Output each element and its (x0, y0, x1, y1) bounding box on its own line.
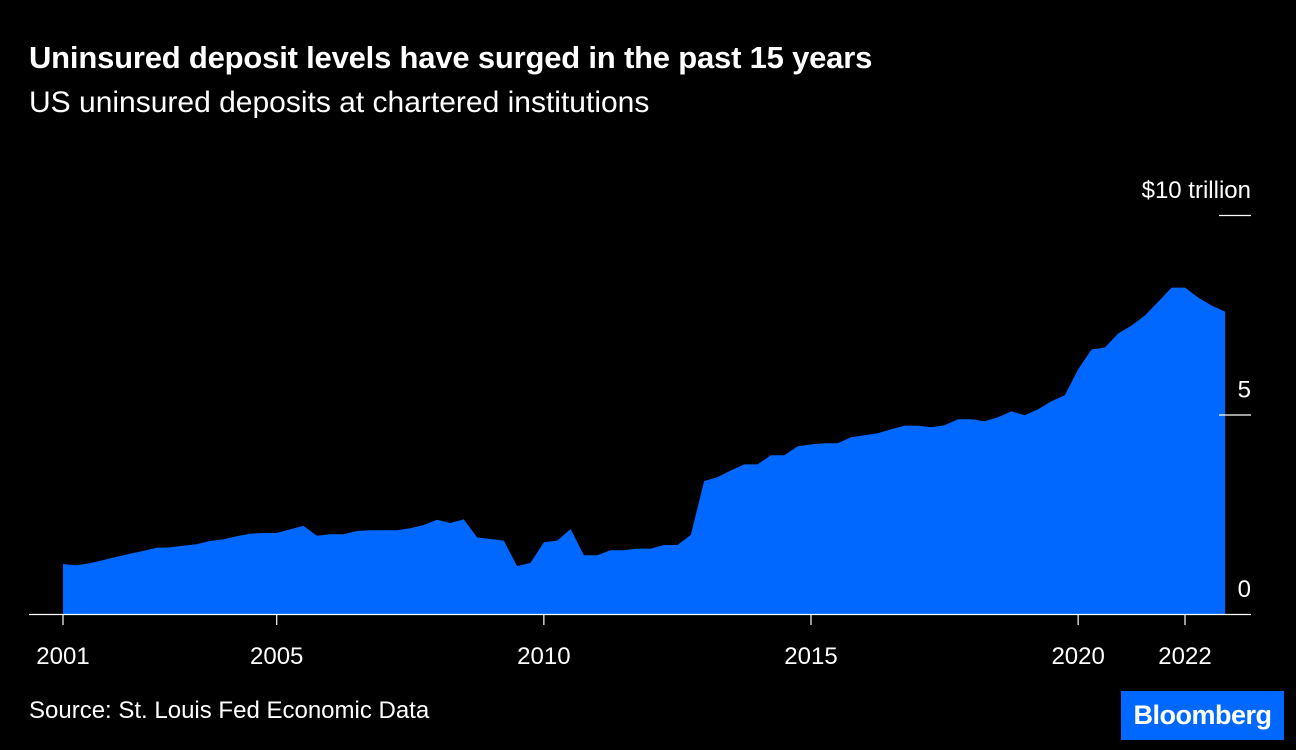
x-tick-label-2022: 2022 (1158, 643, 1211, 670)
chart-title: Uninsured deposit levels have surged in … (29, 40, 873, 75)
area-series-0 (63, 287, 1226, 614)
x-tick-label-2001: 2001 (36, 643, 89, 670)
y-tick-label-0: 0 (1238, 576, 1251, 603)
bloomberg-logo: Bloomberg (1121, 691, 1284, 740)
x-tick-label-2020: 2020 (1051, 643, 1104, 670)
area-layer (63, 287, 1226, 614)
y-tick-label-5: 5 (1238, 377, 1251, 404)
source-note: Source: St. Louis Fed Economic Data (29, 697, 430, 724)
y-axis-ticks: 0 5 $10 trillion (1142, 177, 1251, 603)
x-tick-label-2015: 2015 (784, 643, 837, 670)
chart-subtitle: US uninsured deposits at chartered insti… (29, 86, 650, 119)
x-tick-label-2005: 2005 (250, 643, 303, 670)
y-tick-label-10: $10 trillion (1142, 177, 1251, 204)
x-tick-label-2010: 2010 (517, 643, 570, 670)
x-axis-ticks: 2001 2005 2010 2015 2020 2022 (36, 614, 1212, 670)
